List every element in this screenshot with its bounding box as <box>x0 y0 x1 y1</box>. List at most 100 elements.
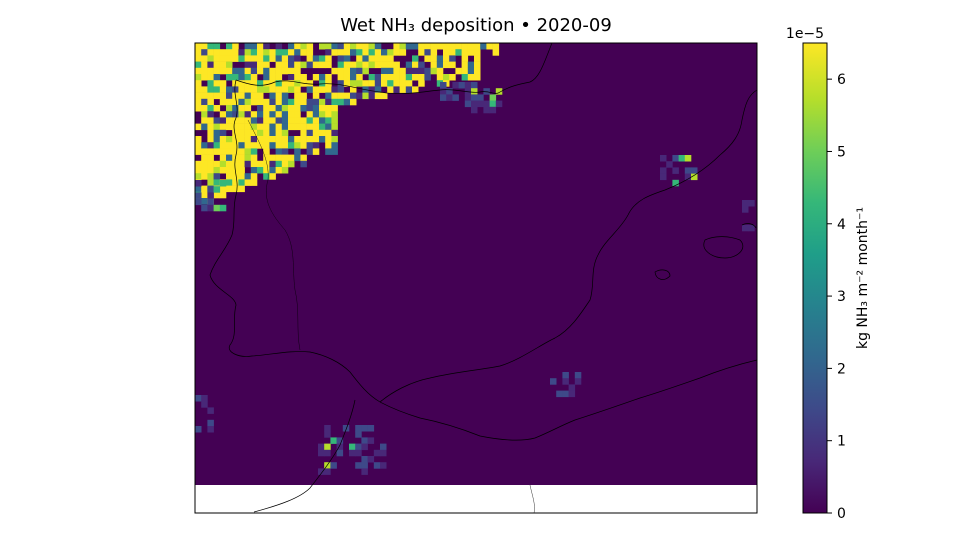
heat-cell <box>300 154 307 162</box>
heat-cell <box>288 55 295 62</box>
heat-cell <box>337 43 345 50</box>
heat-cell <box>232 142 239 149</box>
heat-cell <box>207 419 214 427</box>
heat-cell <box>361 443 368 451</box>
heat-cell <box>471 88 478 95</box>
heat-cell <box>250 148 258 155</box>
heat-cell <box>350 86 357 93</box>
heat-cell <box>368 74 376 81</box>
heat-cell <box>219 55 227 62</box>
heat-cell <box>281 148 289 155</box>
heat-cell <box>275 74 283 81</box>
heat-cell <box>207 67 214 75</box>
heat-cell <box>306 49 314 56</box>
heat-cell <box>232 111 239 118</box>
heat-cell <box>250 74 258 81</box>
heat-cell <box>294 86 301 93</box>
heat-cell <box>331 67 338 75</box>
heat-cell <box>325 129 332 137</box>
heat-cell <box>380 443 387 451</box>
heat-cell <box>275 123 283 131</box>
heat-cell <box>300 92 307 100</box>
heat-cell <box>300 98 307 106</box>
heat-cell <box>355 431 362 438</box>
heat-cell <box>436 67 444 75</box>
heat-cell <box>430 49 438 56</box>
heat-cell <box>232 105 239 112</box>
heat-cell <box>380 462 387 469</box>
heat-cell <box>350 80 357 87</box>
heat-cell <box>244 154 252 162</box>
heat-cell <box>319 123 326 131</box>
heat-cell <box>381 80 388 87</box>
heat-cell <box>319 55 326 62</box>
heat-cell <box>244 61 252 69</box>
heat-cell <box>213 191 221 199</box>
heat-cell <box>219 154 227 162</box>
heat-cell <box>418 49 425 56</box>
heat-cell <box>250 129 258 137</box>
heat-cell <box>312 98 320 106</box>
heat-cell <box>300 43 307 50</box>
heat-cell <box>672 167 679 174</box>
heat-cell <box>455 67 462 75</box>
heat-cell <box>336 449 344 457</box>
colorbar-gradient <box>802 42 828 514</box>
heat-cell <box>306 55 314 62</box>
heat-cell <box>257 98 264 106</box>
heat-cell <box>244 129 252 137</box>
heat-cell <box>275 154 283 162</box>
heat-cell <box>207 192 214 199</box>
heat-cell <box>275 142 283 149</box>
heat-cell <box>294 136 301 143</box>
heat-cell <box>374 92 382 100</box>
heat-cell <box>387 86 394 93</box>
heat-cell <box>219 117 227 124</box>
heat-cell <box>207 92 214 100</box>
heat-cell <box>436 74 444 81</box>
heat-cell <box>269 142 276 149</box>
heat-cell <box>281 154 289 162</box>
heat-cell <box>430 43 438 50</box>
heat-cell <box>281 86 289 93</box>
heat-cell <box>461 74 469 81</box>
heat-cell <box>207 198 214 206</box>
heat-cell <box>269 105 276 112</box>
heat-cell <box>440 88 447 95</box>
heat-cell <box>312 136 320 143</box>
heat-cell <box>300 49 307 56</box>
heat-cell <box>337 80 345 87</box>
heat-cell <box>331 148 338 155</box>
heat-cell <box>486 43 493 50</box>
heat-cell <box>562 378 569 385</box>
coastline-africa <box>379 359 758 441</box>
island-mallorca <box>703 236 744 259</box>
heat-cell <box>381 74 388 81</box>
heat-cell <box>294 105 301 112</box>
heat-cell <box>343 92 351 100</box>
heat-cell <box>213 123 221 131</box>
heat-cell <box>660 167 667 174</box>
heat-cell <box>275 129 283 137</box>
heat-cell <box>374 86 382 93</box>
heat-cell <box>294 80 301 87</box>
heat-cell <box>489 94 497 101</box>
heat-cell <box>238 92 245 100</box>
heat-cell <box>331 98 338 106</box>
border-africa <box>529 484 535 514</box>
colorbar-tick-label-1: 1 <box>837 434 846 450</box>
heat-cell <box>748 200 755 207</box>
heat-cell <box>319 43 326 50</box>
heat-cell <box>238 80 245 87</box>
heat-cell <box>195 92 202 100</box>
heat-cell <box>306 86 314 93</box>
heat-cell <box>464 100 472 108</box>
heat-cell <box>325 80 332 87</box>
heat-cell <box>219 180 227 187</box>
heat-cell <box>263 123 270 131</box>
heat-cell <box>281 49 289 56</box>
heat-cell <box>250 154 258 162</box>
heat-cell <box>325 86 332 93</box>
heat-cell <box>219 86 227 93</box>
colorbar-tick-label-2: 2 <box>837 361 846 377</box>
